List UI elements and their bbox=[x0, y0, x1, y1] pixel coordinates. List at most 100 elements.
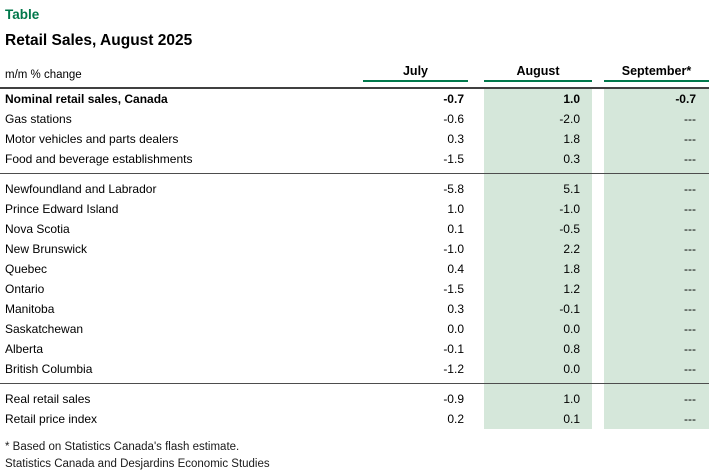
value-august: 0.1 bbox=[484, 409, 592, 429]
value-july: 0.2 bbox=[447, 412, 464, 426]
row-label: Quebec bbox=[5, 262, 48, 276]
column-gap bbox=[468, 179, 484, 199]
row-label: Alberta bbox=[5, 342, 44, 356]
column-gap bbox=[592, 409, 604, 429]
column-gap bbox=[468, 389, 484, 409]
spacer-cell bbox=[604, 169, 709, 173]
column-gap bbox=[468, 239, 484, 259]
section-divider-gap bbox=[0, 384, 709, 389]
row-label: Real retail sales bbox=[5, 392, 91, 406]
column-gap bbox=[468, 259, 484, 279]
column-gap bbox=[468, 89, 484, 109]
spacer-cell bbox=[468, 379, 484, 383]
column-gap bbox=[592, 109, 604, 129]
column-gap bbox=[468, 199, 484, 219]
column-gap bbox=[592, 239, 604, 259]
value-july: 0.4 bbox=[447, 262, 464, 276]
column-gap bbox=[592, 319, 604, 339]
table-row: Nominal retail sales, Canada -0.7 1.0 -0.7 bbox=[0, 89, 709, 109]
value-august: 1.0 bbox=[484, 89, 592, 109]
column-gap bbox=[468, 219, 484, 239]
col-header-july: July bbox=[363, 64, 468, 82]
value-august: 0.0 bbox=[484, 359, 592, 379]
spacer-cell bbox=[484, 174, 592, 179]
value-august: 1.8 bbox=[484, 129, 592, 149]
value-july: 0.0 bbox=[447, 322, 464, 336]
value-august: 0.8 bbox=[484, 339, 592, 359]
table-row: Ontario -1.5 1.2 --- bbox=[0, 279, 709, 299]
footnote-source: Statistics Canada and Desjardins Economi… bbox=[5, 458, 270, 470]
section-divider bbox=[0, 379, 709, 384]
value-august: 5.1 bbox=[484, 179, 592, 199]
value-september: -0.7 bbox=[604, 89, 709, 109]
value-september: --- bbox=[604, 219, 709, 239]
value-september: --- bbox=[604, 109, 709, 129]
spacer-cell bbox=[363, 379, 468, 383]
row-label: Manitoba bbox=[5, 302, 55, 316]
section-divider-gap bbox=[0, 174, 709, 179]
column-gap bbox=[592, 299, 604, 319]
column-gap bbox=[592, 259, 604, 279]
spacer-cell bbox=[0, 379, 363, 383]
column-gap bbox=[592, 339, 604, 359]
spacer-cell bbox=[604, 174, 709, 179]
value-august: 1.0 bbox=[484, 389, 592, 409]
table-row: Saskatchewan 0.0 0.0 --- bbox=[0, 319, 709, 339]
header-rule bbox=[0, 82, 709, 89]
table-row: Food and beverage establishments -1.5 0.3-… bbox=[0, 149, 709, 169]
section-divider bbox=[0, 169, 709, 174]
value-august: 2.2 bbox=[484, 239, 592, 259]
row-label: Motor vehicles and parts dealers bbox=[5, 132, 179, 146]
column-gap bbox=[468, 409, 484, 429]
value-august: -1.0 bbox=[484, 199, 592, 219]
value-september: --- bbox=[604, 129, 709, 149]
value-july: -0.7 bbox=[443, 92, 464, 106]
table-row: British Columbia -1.2 0.0 --- bbox=[0, 359, 709, 379]
value-august: -2.0 bbox=[484, 109, 592, 129]
row-label: Nova Scotia bbox=[5, 222, 70, 236]
row-label: Newfoundland and Labrador bbox=[5, 182, 157, 196]
table-body: Nominal retail sales, Canada -0.7 1.0 -0.7 G… bbox=[0, 89, 709, 429]
value-september: --- bbox=[604, 409, 709, 429]
table-row: Retail price index 0.2 0.1 --- bbox=[0, 409, 709, 429]
row-label: Nominal retail sales, Canada bbox=[5, 92, 168, 106]
spacer-cell bbox=[592, 379, 604, 383]
table-row: Alberta -0.1 0.8 --- bbox=[0, 339, 709, 359]
value-august: 1.2 bbox=[484, 279, 592, 299]
spacer-cell bbox=[604, 384, 709, 389]
footnote-flash-estimate: * Based on Statistics Canada's flash est… bbox=[5, 441, 240, 453]
column-gap bbox=[468, 279, 484, 299]
spacer-cell bbox=[604, 379, 709, 383]
table-row: Real retail sales -0.9 1.0 --- bbox=[0, 389, 709, 409]
value-july: -1.5 bbox=[443, 282, 464, 296]
spacer-cell bbox=[468, 169, 484, 173]
column-gap bbox=[468, 359, 484, 379]
column-gap bbox=[468, 319, 484, 339]
table-row: Prince Edward Island 1.0 -1.0 --- bbox=[0, 199, 709, 219]
column-gap bbox=[592, 129, 604, 149]
table-row: Gas stations -0.6 -2.0 --- bbox=[0, 109, 709, 129]
row-label: Gas stations bbox=[5, 112, 72, 126]
row-label: New Brunswick bbox=[5, 242, 88, 256]
page-title: Retail Sales, August 2025 bbox=[5, 32, 193, 49]
column-gap bbox=[468, 149, 484, 169]
column-gap bbox=[468, 109, 484, 129]
value-august: 1.8 bbox=[484, 259, 592, 279]
row-label: Ontario bbox=[5, 282, 45, 296]
spacer-cell bbox=[0, 169, 363, 173]
value-july: -1.2 bbox=[443, 362, 464, 376]
row-label: British Columbia bbox=[5, 362, 93, 376]
table-header: m/m % change July August September* bbox=[0, 58, 709, 82]
column-gap bbox=[468, 339, 484, 359]
value-july: 0.1 bbox=[447, 222, 464, 236]
value-september: --- bbox=[604, 319, 709, 339]
value-september: --- bbox=[604, 339, 709, 359]
value-july: -0.1 bbox=[443, 342, 464, 356]
table-kicker: Table bbox=[5, 7, 40, 22]
table-row: New Brunswick -1.0 2.2 --- bbox=[0, 239, 709, 259]
table-row: Nova Scotia 0.1 -0.5 --- bbox=[0, 219, 709, 239]
value-september: --- bbox=[604, 259, 709, 279]
spacer-cell bbox=[592, 169, 604, 173]
row-label: Food and beverage establishments bbox=[5, 152, 193, 166]
